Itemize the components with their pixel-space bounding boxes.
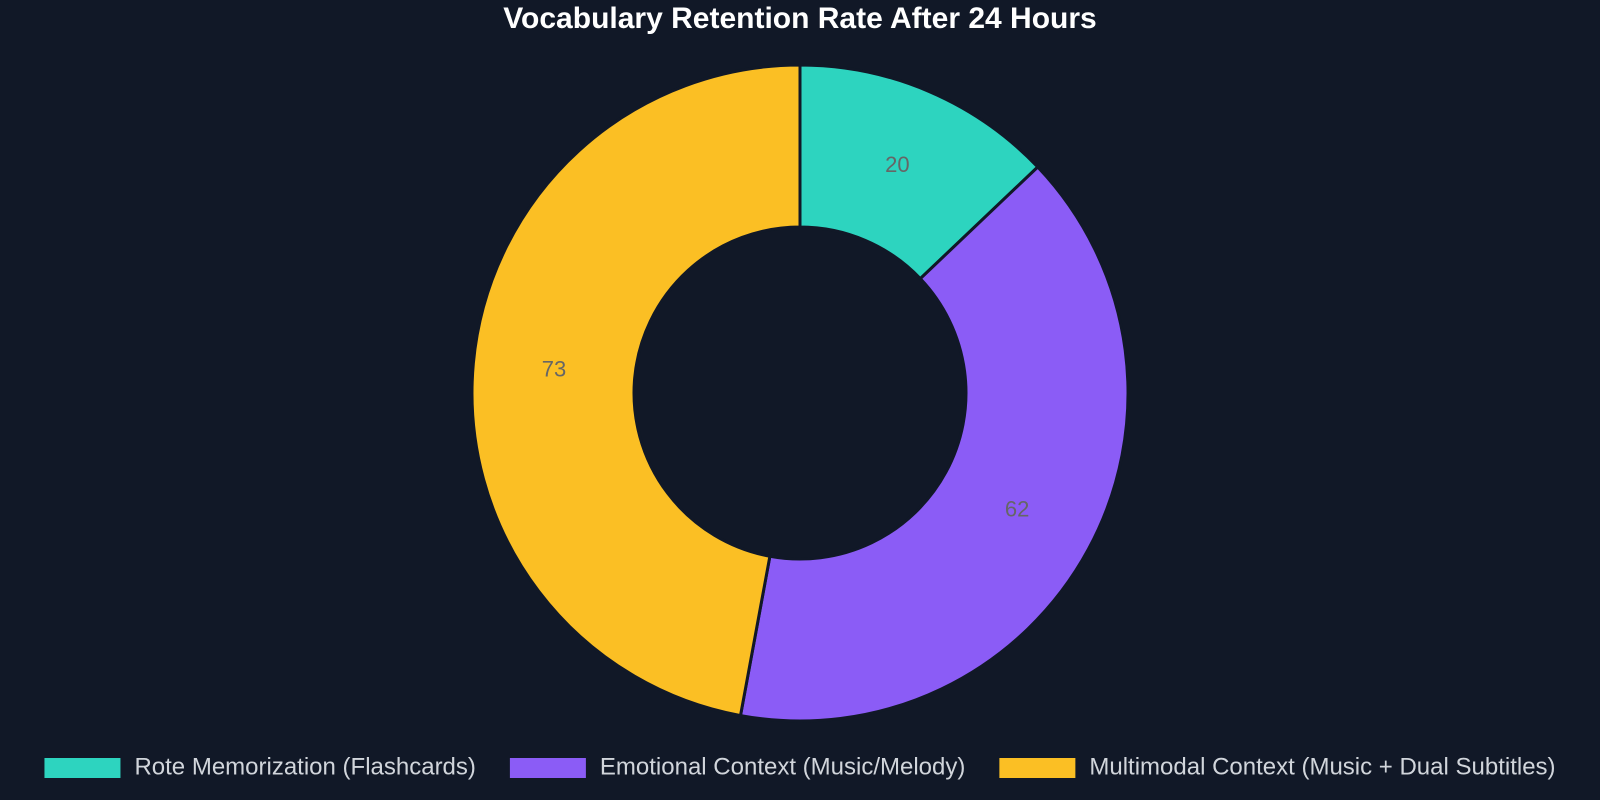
legend-label: Rote Memorization (Flashcards)	[134, 753, 475, 780]
legend-label: Multimodal Context (Music + Dual Subtitl…	[1089, 753, 1555, 780]
legend-swatch	[44, 758, 121, 778]
slice	[798, 63, 1040, 281]
data-label: 20	[885, 152, 909, 177]
legend-swatch	[509, 758, 586, 778]
chart-title: Vocabulary Retention Rate After 24 Hours	[503, 2, 1096, 35]
legend-swatch	[999, 758, 1076, 778]
data-label: 73	[542, 356, 566, 381]
legend: Rote Memorization (Flashcards) Emotional …	[44, 753, 1556, 780]
legend-label: Emotional Context (Music/Melody)	[600, 753, 965, 780]
slice	[738, 164, 1130, 723]
slice	[470, 63, 802, 718]
data-label: 62	[1005, 496, 1029, 521]
